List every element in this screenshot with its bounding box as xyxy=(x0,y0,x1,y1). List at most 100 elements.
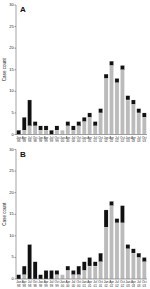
y-tick-label: 20 xyxy=(9,45,14,50)
bar xyxy=(60,275,64,279)
x-tick-label-line: 00 xyxy=(66,284,70,288)
bar xyxy=(17,275,21,279)
x-tick-label: Jan02 xyxy=(104,136,109,143)
bar xyxy=(126,100,130,135)
x-tick-label-line: 00 xyxy=(72,139,76,143)
x-tick-label: Apr98 xyxy=(22,136,27,143)
x-tick-label-line: 00 xyxy=(77,284,81,288)
bar xyxy=(104,78,108,134)
figure: 051015202530Jan98Apr98Jul98Oct98Jan99Apr… xyxy=(0,0,150,289)
bar xyxy=(55,270,59,274)
bar xyxy=(109,206,113,279)
bar xyxy=(99,253,103,262)
x-tick-label-line: 99 xyxy=(39,284,43,288)
x-tick-label-line: 03 xyxy=(126,284,130,288)
bar xyxy=(66,122,70,126)
x-tick-label-line: 98 xyxy=(17,139,21,143)
y-tick xyxy=(15,26,17,27)
x-tick-label-line: 99 xyxy=(55,139,59,143)
x-tick-label: Apr03 xyxy=(131,136,136,143)
x-tick-label: Oct01 xyxy=(98,280,103,287)
x-tick-label-line: 99 xyxy=(39,139,43,143)
x-tick-label: Jul98 xyxy=(28,280,32,287)
bar xyxy=(28,126,32,135)
x-tick-label-line: 02 xyxy=(121,139,125,143)
y-tick-label: 5 xyxy=(11,254,14,259)
bar xyxy=(131,100,135,104)
bar xyxy=(39,126,43,130)
bar xyxy=(60,130,64,131)
y-tick-label: 20 xyxy=(9,190,14,195)
y-tick-label: 10 xyxy=(9,88,14,93)
bars xyxy=(17,61,147,134)
x-tick-label: Oct98 xyxy=(33,136,38,143)
x-tick-label: Apr00 xyxy=(66,136,71,143)
y-tick-label: 15 xyxy=(9,67,14,72)
x-tick-label-line: 02 xyxy=(115,284,119,288)
bar xyxy=(109,61,113,65)
x-tick-label: Jan01 xyxy=(82,280,87,287)
x-tick-label-line: 01 xyxy=(93,284,97,288)
x-tick-label: Jul03 xyxy=(137,280,141,287)
x-tick-label-line: 02 xyxy=(115,139,119,143)
x-tick-label: Jan98 xyxy=(16,280,21,287)
bar xyxy=(109,201,113,205)
bar xyxy=(28,100,32,126)
x-tick-label-line: 99 xyxy=(44,139,48,143)
x-tick-label-line: 03 xyxy=(132,139,136,143)
x-tick-label-line: 01 xyxy=(88,284,92,288)
x-tick-label-line: 01 xyxy=(99,284,103,288)
bar xyxy=(120,70,124,135)
bar xyxy=(104,210,108,227)
bar xyxy=(126,96,130,100)
x-tick-label: Jan99 xyxy=(38,280,43,287)
x-tick-label-line: 98 xyxy=(28,284,32,288)
x-tick-label: Oct03 xyxy=(142,136,147,143)
y-tick xyxy=(15,171,17,172)
x-tick-label: Oct00 xyxy=(76,136,81,143)
x-tick-label: Apr99 xyxy=(44,280,49,287)
y-tick xyxy=(15,235,17,236)
x-tick-label-line: 01 xyxy=(99,139,103,143)
x-tick-label-line: 01 xyxy=(83,139,87,143)
bar xyxy=(131,104,135,134)
x-tick-label-line: 02 xyxy=(121,284,125,288)
bar xyxy=(77,126,81,135)
y-tick-label: 5 xyxy=(11,110,14,115)
y-tick-label: 25 xyxy=(9,24,14,29)
bar xyxy=(120,223,124,279)
x-tick-label-line: 99 xyxy=(50,284,54,288)
x-tick-label: Oct98 xyxy=(33,280,38,287)
x-tick-label-line: 03 xyxy=(126,139,130,143)
bar xyxy=(115,223,119,279)
bar xyxy=(82,262,86,271)
bar xyxy=(49,130,53,134)
y-tick xyxy=(15,69,17,70)
x-tick-label: Jan98 xyxy=(16,136,21,143)
x-tick-label-line: 01 xyxy=(83,284,87,288)
x-tick-label-line: 01 xyxy=(88,139,92,143)
x-tick-label-line: 02 xyxy=(110,284,114,288)
x-tick-label: Jul98 xyxy=(28,136,32,143)
bar xyxy=(44,270,48,279)
x-tick-label: Oct99 xyxy=(55,136,60,143)
bar xyxy=(28,244,32,279)
bar xyxy=(126,249,130,279)
x-tick-label: Apr98 xyxy=(22,280,27,287)
bar xyxy=(55,126,59,130)
bar xyxy=(71,126,75,130)
x-tick-label: Apr01 xyxy=(87,280,92,287)
x-tick-label-line: 00 xyxy=(77,139,81,143)
x-tick-label: Apr01 xyxy=(87,136,92,143)
bar xyxy=(99,109,103,113)
bar xyxy=(71,275,75,279)
x-tick-label: Jan03 xyxy=(125,280,130,287)
bar xyxy=(60,274,64,275)
x-tick-label-line: 98 xyxy=(33,139,37,143)
y-tick-label: 0 xyxy=(11,132,14,137)
x-tick-label: Jul02 xyxy=(115,280,119,287)
bar xyxy=(99,262,103,279)
bar xyxy=(131,249,135,253)
bar xyxy=(33,262,37,279)
y-tick-label: 0 xyxy=(11,276,14,281)
